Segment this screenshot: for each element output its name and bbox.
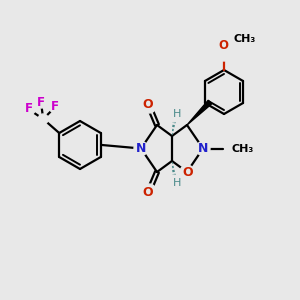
Text: CH₃: CH₃ — [232, 143, 254, 154]
Text: CH₃: CH₃ — [233, 34, 255, 44]
Text: F: F — [25, 103, 33, 116]
Circle shape — [23, 103, 35, 115]
Text: O: O — [143, 185, 153, 199]
Text: H: H — [173, 178, 181, 188]
Circle shape — [38, 114, 48, 124]
Text: N: N — [136, 142, 146, 155]
Text: N: N — [198, 142, 208, 155]
Circle shape — [134, 142, 148, 155]
Text: O: O — [143, 98, 153, 112]
Circle shape — [49, 101, 61, 113]
Polygon shape — [187, 100, 212, 125]
Circle shape — [217, 47, 231, 61]
Circle shape — [35, 96, 47, 108]
Circle shape — [167, 110, 179, 122]
Circle shape — [142, 184, 156, 198]
Circle shape — [142, 99, 156, 113]
Text: O: O — [183, 166, 193, 178]
Circle shape — [167, 175, 179, 187]
Text: F: F — [37, 95, 45, 109]
Text: F: F — [51, 100, 59, 113]
Text: H: H — [173, 109, 181, 119]
Circle shape — [196, 142, 210, 155]
Text: O: O — [218, 39, 228, 52]
Circle shape — [180, 165, 194, 179]
